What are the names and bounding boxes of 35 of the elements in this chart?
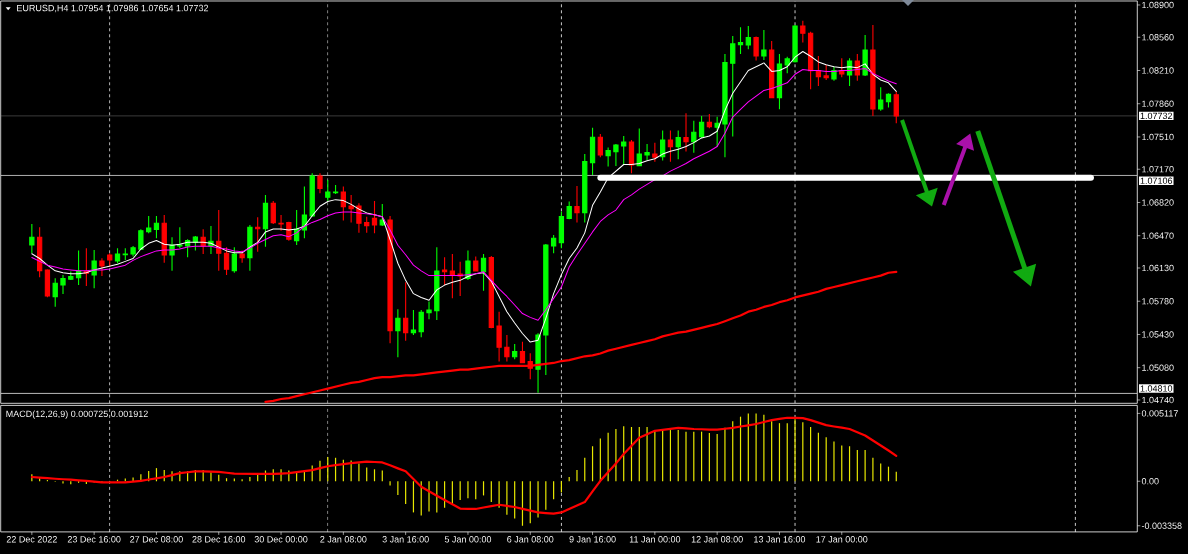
x-tick-label: 11 Jan 00:00 [629, 536, 681, 543]
x-tick-label: 28 Dec 16:00 [192, 536, 246, 543]
y-tick-label: 1.05430 [1142, 331, 1174, 338]
y-tick-label: 1.05780 [1142, 298, 1174, 305]
y-tick-label: 1.06470 [1142, 232, 1174, 239]
y-tick-label: 0.00 [1141, 478, 1159, 485]
x-tick-label: 17 Jan 00:00 [816, 536, 868, 543]
y-tick-label: 1.07170 [1142, 166, 1174, 173]
ref-line-label: 1.07106 [1140, 177, 1173, 184]
x-tick-label: 6 Jan 08:00 [507, 536, 554, 543]
ref-line-label: 1.07732 [1140, 112, 1173, 120]
x-tick-label: 22 Dec 2022 [6, 536, 57, 543]
x-tick-label: 13 Jan 16:00 [754, 536, 806, 543]
y-tick-label: 1.05080 [1142, 364, 1174, 371]
x-tick-label: 12 Jan 08:00 [691, 536, 743, 543]
y-tick-label: 1.08560 [1142, 34, 1174, 41]
y-tick-label: 1.08900 [1142, 1, 1174, 9]
y-tick-label: 1.07860 [1142, 100, 1174, 107]
text: MACD(12,26,9) 0.000725 0.001912 [6, 410, 148, 419]
x-tick-label: 5 Jan 00:00 [444, 536, 492, 543]
y-tick-label: 0.005117 [1141, 410, 1178, 417]
y-tick-label: 1.06820 [1142, 199, 1174, 206]
x-tick-label: 30 Dec 00:00 [254, 536, 308, 543]
y-tick-label: -0.003358 [1141, 522, 1182, 529]
chart-title: EURUSD,H4 1.07954 1.07986 1.07654 1.07732 [17, 4, 209, 13]
y-tick-label: 1.08210 [1142, 67, 1174, 74]
x-tick-label: 27 Dec 08:00 [130, 536, 183, 543]
y-tick-label: 1.06130 [1142, 264, 1174, 272]
x-tick-label: 23 Dec 16:00 [67, 536, 121, 543]
x-tick-label: 9 Jan 16:00 [569, 536, 616, 543]
y-tick-label: 1.07510 [1142, 133, 1174, 141]
ref-line-label: 1.04810 [1140, 385, 1173, 392]
x-tick-label: 2 Jan 08:00 [320, 536, 367, 543]
x-tick-label: 3 Jan 16:00 [382, 536, 429, 543]
y-tick-label: 1.04740 [1142, 396, 1174, 404]
